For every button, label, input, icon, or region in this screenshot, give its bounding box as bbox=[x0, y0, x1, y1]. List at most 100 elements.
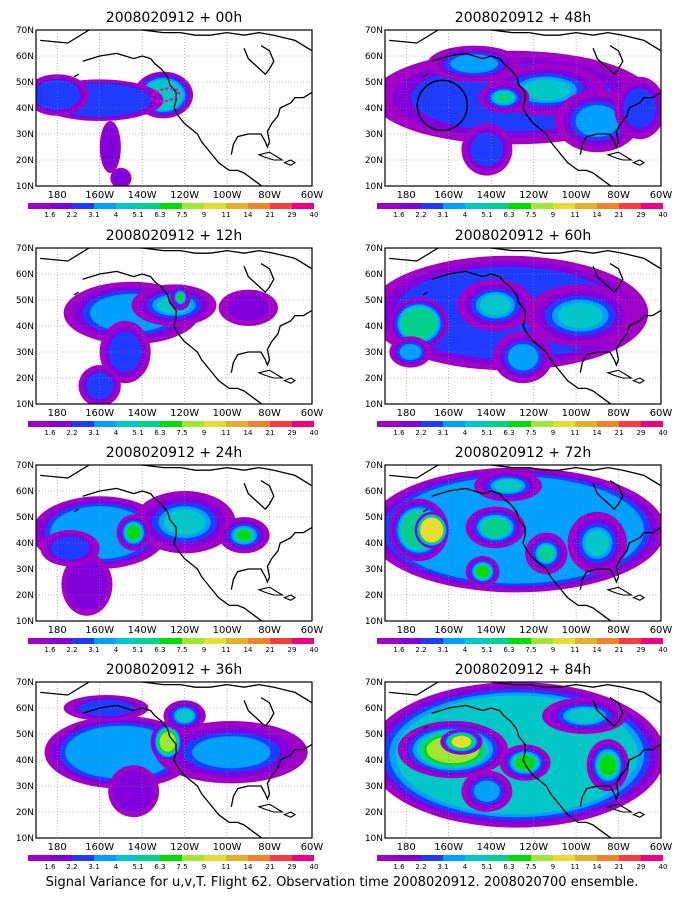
contour-band bbox=[108, 332, 142, 372]
variance-field bbox=[36, 248, 312, 404]
panel-title: 2008020912 + 24h bbox=[106, 445, 242, 461]
map-frame bbox=[35, 681, 313, 839]
colorbar-swatch bbox=[597, 421, 619, 427]
lon-tick-label: 140W bbox=[128, 408, 157, 419]
lon-tick-label: 100W bbox=[213, 190, 242, 201]
coastline bbox=[243, 263, 275, 294]
colorbar-swatch bbox=[377, 421, 399, 427]
lat-tick-label: 70N bbox=[365, 678, 383, 688]
coastline bbox=[73, 73, 79, 78]
lon-tick-label: 120W bbox=[519, 190, 548, 201]
island-outline bbox=[257, 586, 285, 596]
colorbar-swatch bbox=[226, 421, 248, 427]
colorbar-label: 40 bbox=[659, 211, 668, 219]
colorbar-swatch bbox=[248, 203, 270, 209]
lon-tick-label: 100W bbox=[562, 842, 591, 853]
lat-tick-label: 60N bbox=[365, 487, 383, 497]
colorbar-swatch bbox=[94, 638, 116, 644]
lon-tick-label: 60W bbox=[650, 190, 673, 201]
contour-band bbox=[112, 169, 130, 186]
colorbar-swatch bbox=[28, 203, 50, 209]
colorbar-swatch bbox=[226, 203, 248, 209]
lat-tick-label: 40N bbox=[16, 322, 34, 332]
colorbar-label: 40 bbox=[310, 211, 319, 219]
coastline bbox=[82, 487, 274, 621]
colorbar-swatch bbox=[116, 638, 138, 644]
colorbar-label: 14 bbox=[593, 429, 602, 437]
coastline bbox=[243, 45, 275, 76]
coastline bbox=[82, 52, 274, 186]
lat-tick-label: 70N bbox=[16, 461, 34, 471]
gridlines bbox=[36, 30, 312, 186]
variance-field bbox=[385, 30, 661, 186]
colorbar-swatch bbox=[72, 203, 94, 209]
colorbar-swatch bbox=[509, 203, 531, 209]
colorbar: 1.6 2.2 3.1 4 5.1 6.3 7.5 9 11 14 21 29 40 bbox=[28, 421, 318, 437]
colorbar-label: 29 bbox=[637, 429, 646, 437]
map-panel: 2008020912 + 48h 70N 60N 50N 40N 30N 20N 10N 180… bbox=[365, 10, 673, 219]
panel-title: 2008020912 + 84h bbox=[455, 662, 591, 678]
colorbar-swatch bbox=[138, 855, 160, 861]
contour-band bbox=[401, 308, 437, 339]
lat-tick-label: 10N bbox=[16, 182, 34, 192]
panel-title: 2008020912 + 12h bbox=[106, 228, 242, 244]
lon-tick-label: 160W bbox=[434, 625, 463, 636]
lat-tick-label: 50N bbox=[16, 513, 34, 523]
variance-field bbox=[36, 30, 312, 186]
lon-tick-label: 100W bbox=[213, 408, 242, 419]
colorbar-label: 2.2 bbox=[66, 429, 77, 437]
colorbar-swatch bbox=[509, 638, 531, 644]
coastline bbox=[243, 697, 275, 728]
lon-tick-label: 180 bbox=[397, 842, 416, 853]
colorbar-swatch bbox=[465, 638, 487, 644]
panel-title: 2008020912 + 00h bbox=[106, 10, 242, 26]
colorbar: 1.6 2.2 3.1 4 5.1 6.3 7.5 9 11 14 21 29 40 bbox=[28, 203, 318, 219]
island-outline bbox=[282, 377, 297, 384]
colorbar-swatch bbox=[399, 203, 421, 209]
lat-tick-label: 40N bbox=[365, 104, 383, 114]
colorbar-swatch bbox=[487, 421, 509, 427]
contour-band bbox=[420, 517, 444, 543]
colorbar-swatch bbox=[248, 855, 270, 861]
lon-tick-label: 60W bbox=[301, 625, 324, 636]
colorbar-label: 6.3 bbox=[503, 211, 514, 219]
lon-tick-label: 60W bbox=[301, 842, 324, 853]
colorbar-label: 14 bbox=[593, 211, 602, 219]
colorbar-swatch bbox=[160, 421, 182, 427]
lon-tick-label: 140W bbox=[128, 625, 157, 636]
contour-band bbox=[65, 725, 177, 779]
lon-tick-label: 140W bbox=[477, 842, 506, 853]
lat-tick-label: 10N bbox=[16, 834, 34, 844]
colorbar-label: 1.6 bbox=[44, 429, 56, 437]
colorbar-swatch bbox=[641, 638, 663, 644]
colorbar-label: 5.1 bbox=[132, 429, 143, 437]
lat-tick-label: 70N bbox=[16, 678, 34, 688]
colorbar-swatch bbox=[553, 638, 575, 644]
colorbar-swatch bbox=[531, 203, 553, 209]
lon-tick-label: 120W bbox=[170, 625, 199, 636]
colorbar-swatch bbox=[270, 421, 292, 427]
island-outline bbox=[257, 369, 285, 379]
colorbar-label: 7.5 bbox=[525, 211, 536, 219]
colorbar-swatch bbox=[575, 855, 597, 861]
colorbar-swatch bbox=[116, 421, 138, 427]
colorbar-label: 29 bbox=[288, 863, 297, 871]
target-region-circle bbox=[416, 79, 469, 132]
colorbar-swatch bbox=[531, 855, 553, 861]
colorbar-swatch bbox=[138, 203, 160, 209]
colorbar-label: 29 bbox=[288, 646, 297, 654]
colorbar-label: 3.1 bbox=[88, 211, 99, 219]
colorbar-label: 7.5 bbox=[525, 646, 536, 654]
colorbar-swatch bbox=[160, 203, 182, 209]
colorbar-swatch bbox=[421, 421, 443, 427]
lon-tick-label: 120W bbox=[519, 408, 548, 419]
colorbar-swatch bbox=[487, 638, 509, 644]
lon-tick-label: 180 bbox=[48, 408, 67, 419]
lon-tick-label: 80W bbox=[258, 842, 281, 853]
colorbar-swatch bbox=[292, 203, 314, 209]
colorbar-label: 29 bbox=[637, 646, 646, 654]
colorbar-label: 29 bbox=[637, 211, 646, 219]
lon-tick-label: 160W bbox=[85, 408, 114, 419]
colorbar-label: 11 bbox=[571, 211, 580, 219]
